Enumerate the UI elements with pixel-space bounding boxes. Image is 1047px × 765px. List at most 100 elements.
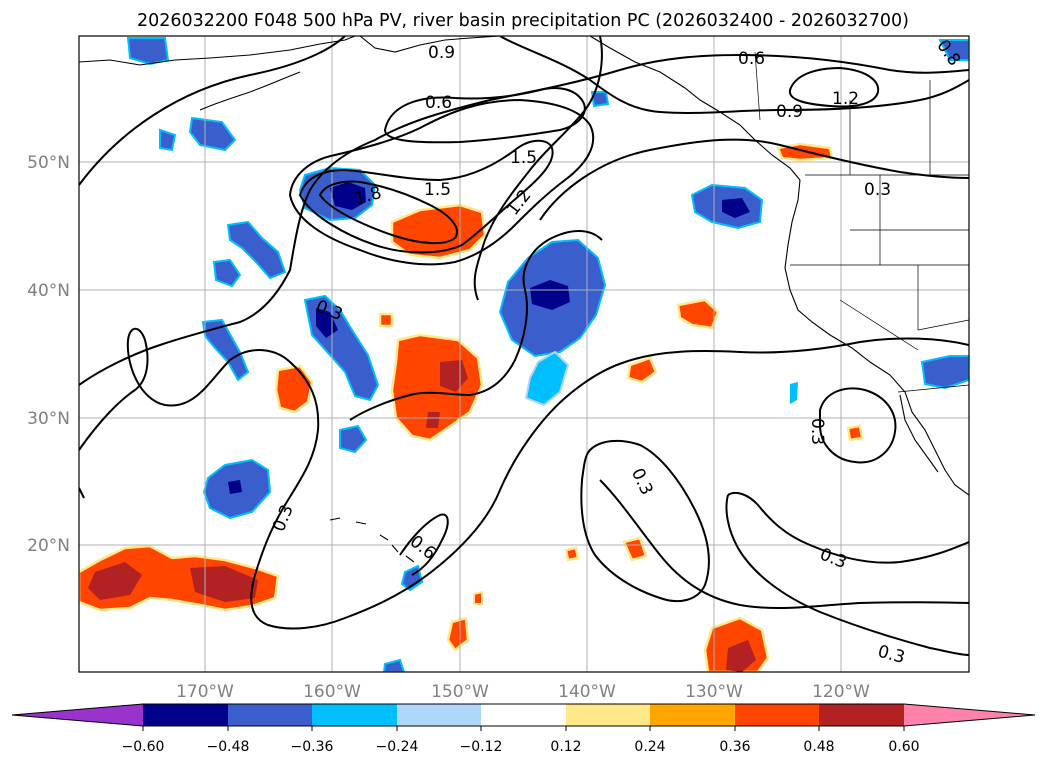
figure-title: 2026032200 F048 500 hPa PV, river basin … — [137, 11, 909, 31]
coastline-alaska-gulf — [359, 36, 501, 53]
lon-label: 150°W — [431, 682, 489, 702]
colorbar-segment — [650, 704, 735, 726]
map-frame — [78, 35, 970, 673]
colorbar-tick-label: 0.24 — [634, 739, 665, 755]
map-area: 0.9 0.6 0.6 0.9 1.2 0.8 1.5 1.5 1.2 1.8 … — [78, 35, 970, 673]
negative-region-core — [722, 198, 750, 218]
border-us-mexico — [897, 384, 969, 393]
negative-region — [201, 318, 250, 382]
contour-line-0.3-west — [79, 487, 85, 499]
positive-region — [626, 356, 658, 384]
negative-region-core — [228, 480, 242, 494]
positive-region — [676, 298, 720, 330]
positive-anomaly-regions — [79, 142, 864, 672]
contour-line-0.6-south — [399, 513, 449, 576]
contour-label: 0.9 — [776, 102, 803, 122]
negative-region — [339, 424, 368, 454]
negative-region — [590, 91, 610, 108]
negative-region — [920, 355, 969, 390]
positive-region-core — [726, 640, 756, 672]
contour-line-0.3-south — [727, 491, 969, 564]
positive-region — [622, 536, 648, 562]
colorbar-segment — [481, 704, 566, 726]
contour-line-0.3-main — [79, 327, 969, 630]
positive-region-core — [190, 566, 258, 602]
colorbar-tick-label: −0.48 — [207, 739, 250, 755]
negative-anomaly-regions — [126, 37, 969, 672]
lat-label: 50°N — [27, 153, 70, 173]
negative-region-core — [530, 280, 570, 310]
contour-line-1.2-east — [788, 66, 880, 108]
colorbar-tick-label: −0.60 — [122, 739, 165, 755]
lon-label: 130°W — [685, 682, 743, 702]
contour-label: 1.5 — [424, 180, 451, 200]
positive-region-core — [426, 412, 440, 428]
border-states — [790, 175, 969, 351]
negative-region — [188, 116, 237, 152]
negative-region — [212, 258, 242, 288]
lat-label: 30°N — [27, 409, 70, 429]
latitude-labels: 50°N 40°N 30°N 20°N — [27, 153, 70, 556]
colorbar-segment — [819, 704, 904, 726]
contour-line-0.3-south-lower — [725, 494, 969, 656]
negative-region-core — [330, 182, 366, 210]
colorbar-tick-label: 0.12 — [550, 739, 581, 755]
colorbar-tick-label: −0.12 — [460, 739, 503, 755]
colorbar-tick-labels: −0.60 −0.48 −0.36 −0.24 −0.12 0.12 0.24 … — [122, 739, 920, 755]
contour-line-ridge-outer — [79, 53, 969, 386]
colorbar-segment — [143, 704, 228, 726]
contour-line-0.6-north — [383, 87, 586, 144]
longitude-labels: 170°W 160°W 150°W 140°W 130°W 120°W — [176, 682, 870, 702]
positive-region-core — [88, 562, 142, 600]
contour-label: 0.3 — [864, 180, 891, 200]
contour-line-0.9-east — [499, 36, 969, 114]
positive-region — [473, 590, 483, 605]
contour-line-1.2-outer — [288, 98, 595, 266]
lat-label: 20°N — [27, 536, 70, 556]
negative-region — [159, 128, 177, 152]
contour-line-0.3-circle — [819, 387, 897, 464]
negative-region — [382, 658, 406, 672]
pv-contours — [79, 36, 969, 656]
colorbar-segments — [11, 703, 1036, 731]
colorbar-segment — [566, 704, 650, 726]
contour-line-0.3-bottom — [599, 479, 969, 610]
positive-region-core — [440, 360, 468, 392]
contour-line-1.5 — [298, 139, 554, 254]
negative-region — [126, 37, 170, 66]
colorbar-tick-label: 0.36 — [719, 739, 750, 755]
contour-label: 0.6 — [425, 93, 452, 113]
coastline-alaska — [79, 36, 356, 66]
colorbar-segment — [228, 704, 312, 726]
contour-line-0.3-east — [539, 138, 969, 221]
contour-label: 0.9 — [428, 43, 455, 63]
precipitation-fields — [79, 37, 969, 672]
contour-line-0.9-north — [79, 36, 346, 186]
coastline-aleutians — [199, 71, 301, 111]
lon-label: 170°W — [176, 682, 234, 702]
contour-label: 1.2 — [832, 89, 859, 109]
colorbar-tick-label: 0.48 — [803, 739, 834, 755]
contour-label: 0.3 — [807, 418, 827, 445]
map-content: 0.9 0.6 0.6 0.9 1.2 0.8 1.5 1.5 1.2 1.8 … — [79, 36, 969, 672]
coastline-hawaii — [329, 517, 415, 563]
colorbar-tick-label: −0.24 — [376, 739, 419, 755]
coastlines — [79, 36, 969, 563]
positive-region — [564, 546, 580, 562]
colorbar-segment — [735, 704, 819, 726]
colorbar: −0.60 −0.48 −0.36 −0.24 −0.12 0.12 0.24 … — [11, 703, 1036, 755]
lon-label: 120°W — [812, 682, 870, 702]
lat-label: 40°N — [27, 281, 70, 301]
colorbar-tick-label: −0.36 — [291, 739, 334, 755]
negative-region — [524, 350, 570, 407]
contour-label: 0.6 — [738, 49, 765, 69]
lon-label: 140°W — [558, 682, 616, 702]
contour-line-1.2-inner — [473, 36, 603, 301]
colorbar-segment — [397, 704, 481, 726]
positive-region — [446, 616, 470, 652]
colorbar-extend-max — [904, 704, 1035, 726]
contour-line-0.3-loop — [349, 230, 603, 421]
negative-region — [938, 39, 969, 61]
coastline-panhandle — [589, 36, 801, 181]
